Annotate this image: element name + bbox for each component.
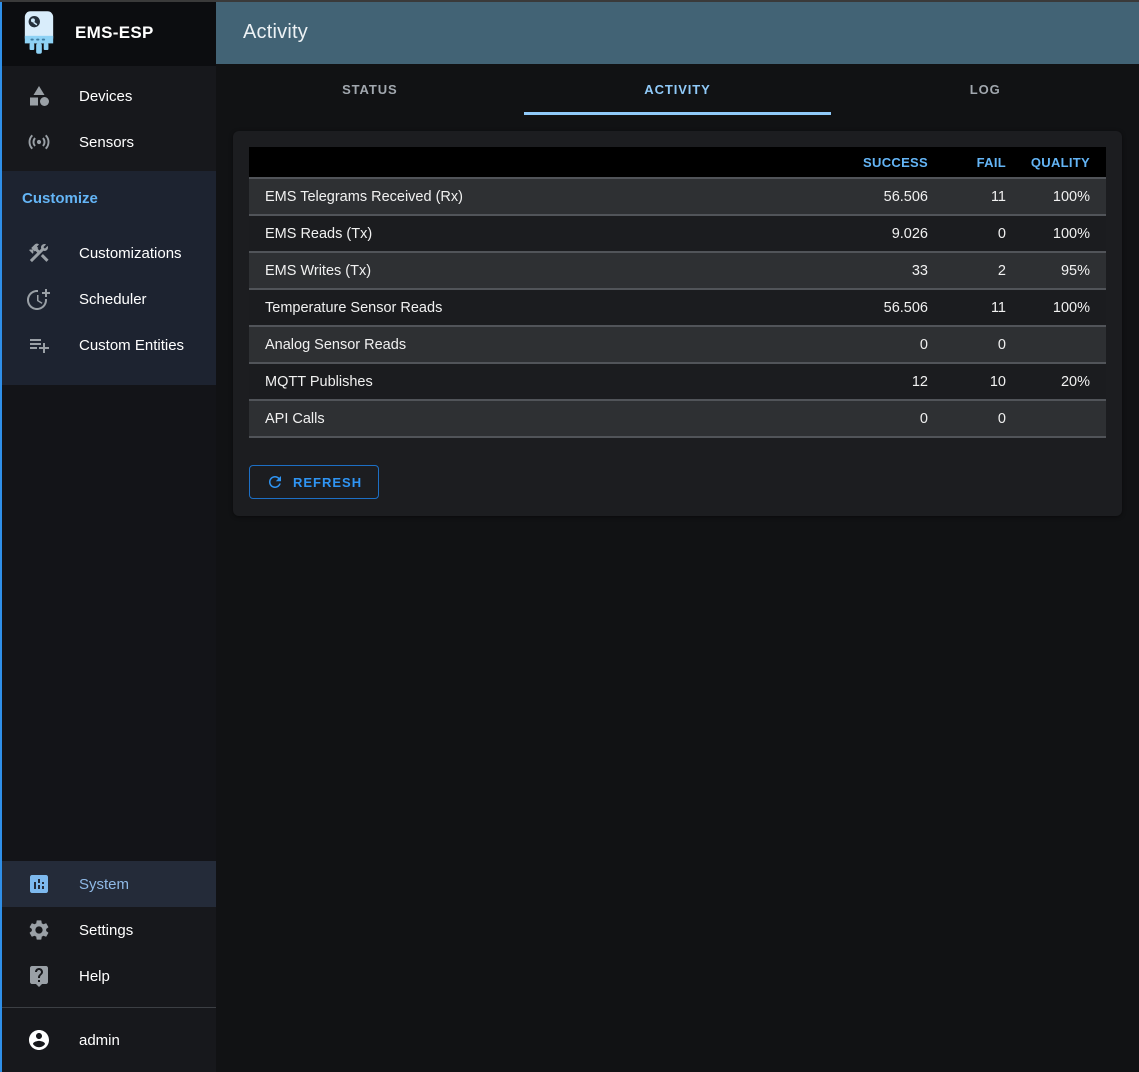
category-icon xyxy=(30,86,49,106)
window-left-edge xyxy=(0,0,2,1072)
refresh-button-label: REFRESH xyxy=(293,474,363,490)
sidebar-item-label: Sensors xyxy=(79,133,135,151)
column-header-blank xyxy=(249,147,796,179)
sidebar-item-label: Devices xyxy=(79,87,133,105)
table-row: EMS Telegrams Received (Rx) 56.506 11 10… xyxy=(249,178,1106,216)
quality-value xyxy=(1022,400,1106,438)
row-label: API Calls xyxy=(249,400,796,438)
fail-value: 11 xyxy=(944,178,1022,216)
sidebar-item-devices[interactable]: Devices xyxy=(0,73,216,119)
fail-value: 2 xyxy=(944,252,1022,290)
table-row: MQTT Publishes 12 10 20% xyxy=(249,363,1106,401)
quality-value: 100% xyxy=(1022,215,1106,253)
success-value: 0 xyxy=(796,326,944,364)
fail-value: 10 xyxy=(944,363,1022,401)
sensors-icon xyxy=(28,134,50,150)
success-value: 56.506 xyxy=(796,178,944,216)
column-header-success: SUCCESS xyxy=(796,147,944,179)
tab-log[interactable]: LOG xyxy=(969,82,1001,97)
page-title: Activity xyxy=(243,20,308,43)
window-top-edge xyxy=(0,0,1139,2)
sidebar-item-help[interactable]: Help xyxy=(0,953,216,999)
quality-value: 20% xyxy=(1022,363,1106,401)
success-value: 9.026 xyxy=(796,215,944,253)
success-value: 56.506 xyxy=(796,289,944,327)
account-circle-icon xyxy=(29,1030,49,1050)
quality-value: 100% xyxy=(1022,289,1106,327)
more-time-icon xyxy=(27,289,50,310)
refresh-button[interactable]: REFRESH xyxy=(249,465,380,499)
success-value: 33 xyxy=(796,252,944,290)
table-row: API Calls 0 0 xyxy=(249,400,1106,438)
analytics-icon xyxy=(30,875,48,893)
sidebar-item-label: System xyxy=(79,875,130,893)
sidebar-item-label: Scheduler xyxy=(79,290,147,308)
sidebar-item-settings[interactable]: Settings xyxy=(0,907,216,953)
construction-icon xyxy=(29,243,49,263)
sidebar-item-scheduler[interactable]: Scheduler xyxy=(0,276,216,322)
row-label: Analog Sensor Reads xyxy=(249,326,796,364)
sidebar-item-sensors[interactable]: Sensors xyxy=(0,119,216,165)
quality-value: 95% xyxy=(1022,252,1106,290)
fail-value: 0 xyxy=(944,326,1022,364)
sidebar-item-customizations[interactable]: Customizations xyxy=(0,230,216,276)
sidebar-divider xyxy=(0,1007,216,1008)
tab-status[interactable]: STATUS xyxy=(342,82,398,97)
table-row: EMS Writes (Tx) 33 2 95% xyxy=(249,252,1106,290)
sidebar-item-label: Customizations xyxy=(79,244,182,262)
help-icon xyxy=(30,966,48,987)
sidebar-item-system[interactable]: System xyxy=(0,861,216,907)
customize-section-header: Customize xyxy=(22,190,98,207)
sidebar-spacer xyxy=(0,385,216,861)
sidebar-customize-section: Customize Customizations Scheduler Custo… xyxy=(0,171,216,385)
tab-activity[interactable]: ACTIVITY xyxy=(523,64,832,115)
column-header-quality: QUALITY xyxy=(1022,147,1106,179)
fail-value: 0 xyxy=(944,400,1022,438)
row-label: MQTT Publishes xyxy=(249,363,796,401)
app-logo-area[interactable]: EMS-ESP xyxy=(0,0,216,66)
table-row: Analog Sensor Reads 0 0 xyxy=(249,326,1106,364)
row-label: EMS Telegrams Received (Rx) xyxy=(249,178,796,216)
username-label: admin xyxy=(79,1031,120,1049)
row-label: EMS Writes (Tx) xyxy=(249,252,796,290)
fail-value: 11 xyxy=(944,289,1022,327)
main-content: Activity STATUS ACTIVITY LOG SUCCESS FAI… xyxy=(216,0,1139,1072)
table-row: Temperature Sensor Reads 56.506 11 100% xyxy=(249,289,1106,327)
app-title: EMS-ESP xyxy=(75,23,154,42)
activity-card: SUCCESS FAIL QUALITY EMS Telegrams Recei… xyxy=(233,131,1122,516)
sidebar: EMS-ESP Devices Sens xyxy=(0,0,216,1072)
activity-table: SUCCESS FAIL QUALITY EMS Telegrams Recei… xyxy=(249,147,1106,438)
sidebar-item-label: Settings xyxy=(79,921,134,939)
boiler-logo-icon xyxy=(24,11,54,54)
column-header-fail: FAIL xyxy=(944,147,1022,179)
sidebar-main-nav: Devices Sensors xyxy=(0,66,216,171)
refresh-icon xyxy=(269,476,281,488)
table-row: EMS Reads (Tx) 9.026 0 100% xyxy=(249,215,1106,253)
table-header-row: SUCCESS FAIL QUALITY xyxy=(249,147,1106,179)
success-value: 0 xyxy=(796,400,944,438)
appbar: Activity xyxy=(216,0,1139,64)
quality-value: 100% xyxy=(1022,178,1106,216)
sidebar-item-label: Help xyxy=(79,967,110,985)
row-label: Temperature Sensor Reads xyxy=(249,289,796,327)
sidebar-item-label: Custom Entities xyxy=(79,336,185,354)
tab-bar: STATUS ACTIVITY LOG xyxy=(216,64,1139,115)
playlist-add-icon xyxy=(30,339,49,353)
fail-value: 0 xyxy=(944,215,1022,253)
sidebar-item-custom-entities[interactable]: Custom Entities xyxy=(0,322,216,368)
row-label: EMS Reads (Tx) xyxy=(249,215,796,253)
sidebar-item-admin-user[interactable]: admin xyxy=(0,1017,216,1063)
gear-icon xyxy=(29,920,49,940)
quality-value xyxy=(1022,326,1106,364)
success-value: 12 xyxy=(796,363,944,401)
sidebar-bottom-nav: System Settings Help admin xyxy=(0,861,216,1072)
